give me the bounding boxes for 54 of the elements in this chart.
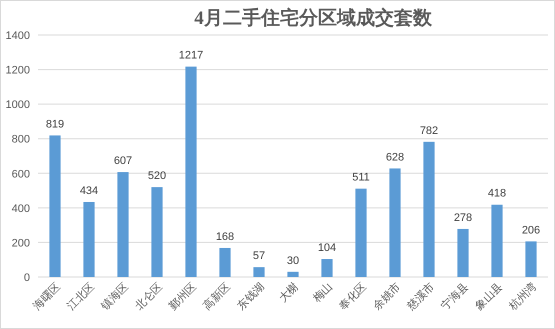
y-tick-label: 1400 (6, 30, 30, 42)
data-label: 57 (252, 250, 266, 262)
bar (185, 66, 197, 277)
data-label: 782 (420, 124, 438, 137)
x-tick-label: 余姚市 (370, 280, 404, 312)
y-tick-label: 400 (12, 202, 30, 215)
x-tick-label: 北仑区 (132, 280, 166, 312)
x-tick-label: 海曙区 (31, 280, 64, 312)
bar (287, 272, 299, 277)
data-label: 1217 (178, 50, 204, 62)
x-tick-label: 高新区 (200, 280, 234, 312)
x-tick-label: 梅山 (310, 280, 336, 306)
x-tick-label: 宁海县 (438, 280, 472, 312)
x-tick-label: 杭州湾 (506, 280, 540, 314)
x-tick-label: 江北区 (64, 280, 98, 312)
y-tick-label: 0 (24, 272, 30, 284)
data-label: 168 (216, 230, 234, 243)
bar (219, 248, 231, 277)
bar (151, 187, 163, 277)
bar (253, 267, 265, 277)
x-tick-label: 大榭 (276, 280, 302, 305)
y-tick-label: 600 (12, 168, 30, 180)
x-tick-label: 鄞州区 (166, 280, 200, 312)
data-label: 520 (148, 170, 166, 182)
y-tick-label: 200 (12, 237, 30, 250)
data-label: 434 (80, 184, 98, 197)
x-tick-label: 东钱湖 (234, 280, 268, 312)
data-label: 278 (454, 212, 472, 224)
bar (457, 228, 469, 277)
data-label: 418 (488, 188, 506, 200)
y-tick-label: 800 (12, 134, 30, 146)
x-tick-label: 象山县 (472, 280, 506, 312)
data-label: 206 (522, 224, 540, 236)
data-label: 30 (286, 254, 300, 267)
y-tick-label: 1000 (6, 99, 30, 112)
bar (525, 241, 537, 277)
data-label: 628 (386, 151, 404, 164)
data-label: 511 (352, 172, 370, 184)
bar (423, 142, 435, 277)
x-tick-label: 奉化区 (337, 280, 370, 312)
bar (355, 188, 367, 277)
bar (83, 202, 95, 277)
y-tick-label: 1200 (6, 64, 30, 77)
x-tick-label: 镇海区 (98, 280, 132, 314)
bar (49, 135, 61, 277)
bar (389, 168, 401, 277)
bar (117, 172, 129, 277)
data-label: 104 (318, 242, 336, 254)
bar (321, 259, 333, 277)
x-tick-label: 慈溪市 (404, 280, 438, 314)
chart-title: 4月二手住宅分区域成交套数 (194, 7, 433, 29)
bar (491, 204, 503, 277)
data-label: 819 (46, 118, 64, 130)
data-label: 607 (114, 155, 132, 168)
